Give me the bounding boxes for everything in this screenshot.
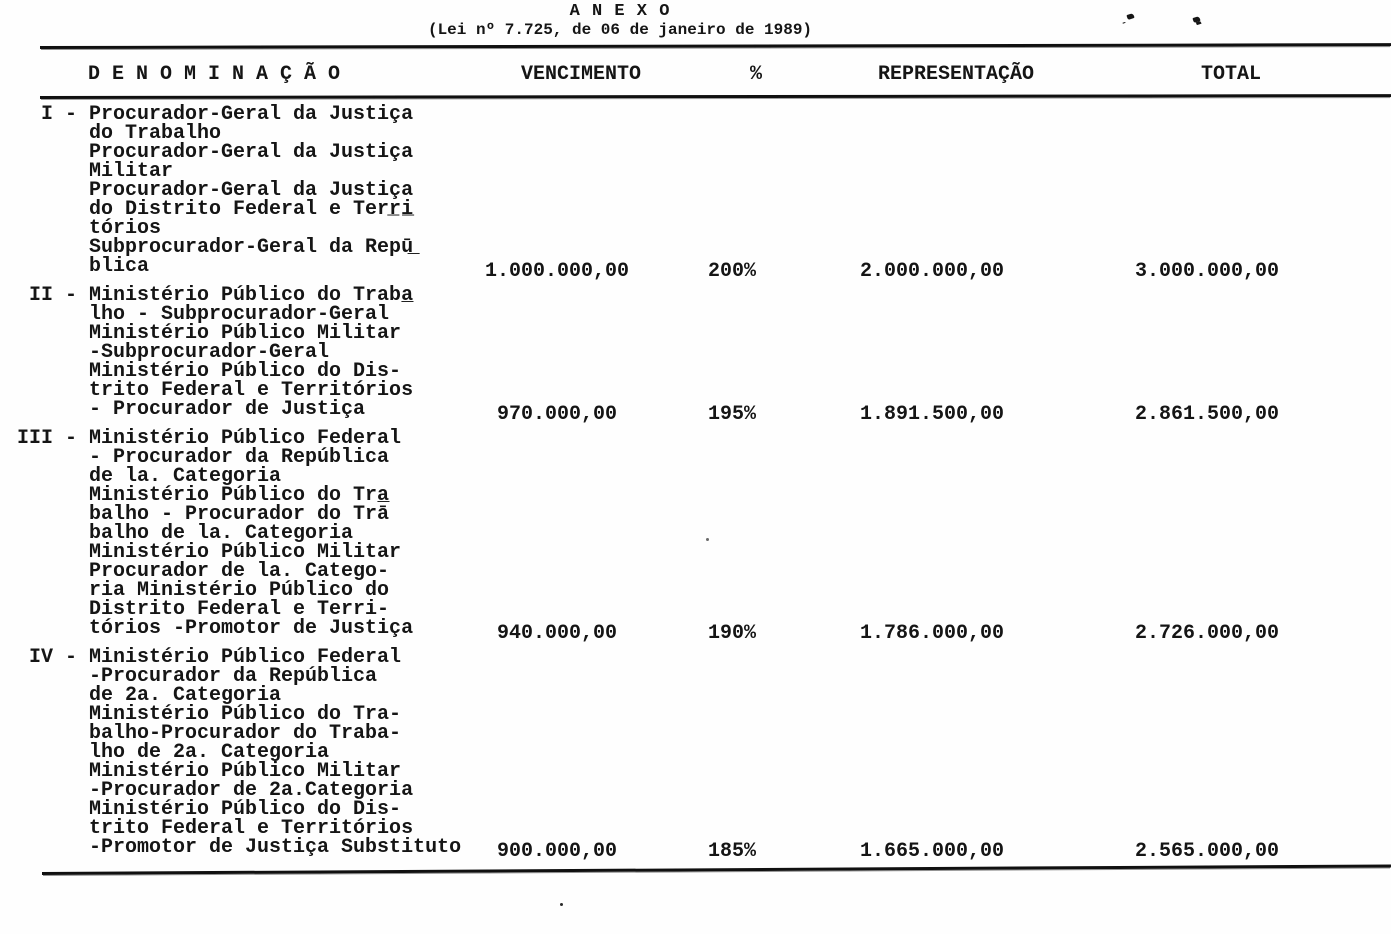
- denomination-line: Militar: [17, 160, 174, 183]
- representacao-value: 2.000.000,00: [859, 260, 1005, 283]
- denomination-line: Subprocurador-Geral da Repū̲: [17, 236, 414, 259]
- representacao-value: 1.786.000,00: [859, 622, 1005, 645]
- table-header-row: D E N O M I N A Ç Ã O VENCIMENTO % REPRE…: [41, 63, 1381, 86]
- denomination-line: trito Federal e Territórios: [17, 379, 414, 402]
- denomination-block: II - Ministério Público do Traba̲ lho - …: [17, 284, 457, 421]
- representacao-value: 1.665.000,00: [859, 840, 1005, 863]
- denomination-line: -Procurador de 2a.Categoria: [17, 779, 414, 802]
- document-subtitle: (Lei nº 7.725, de 06 de janeiro de 1989): [427, 21, 813, 39]
- column-header-denominacao: D E N O M I N A Ç Ã O: [88, 63, 341, 86]
- denomination-line: Ministério Público do Dis-: [17, 360, 402, 383]
- total-value: 2.565.000,00: [1134, 840, 1280, 863]
- denomination-line: lho de 2a. Categoria: [17, 741, 330, 764]
- percent-value: 200%: [707, 260, 756, 283]
- denomination-line: Procurador-Geral da Justiça: [17, 141, 414, 164]
- column-header-percent: %: [749, 63, 762, 86]
- vencimento-value: 900.000,00: [496, 840, 618, 863]
- denomination-block: I - Procurador-Geral da Justiça do Traba…: [17, 103, 457, 278]
- table-row: III - Ministério Público Federal - Procu…: [17, 427, 1381, 644]
- denomination-line: balho de la. Categoria: [17, 522, 354, 545]
- table-row: II - Ministério Público do Traba̲ lho - …: [17, 284, 1381, 425]
- scan-speck: [706, 538, 709, 541]
- representacao-value: 1.891.500,00: [859, 403, 1005, 426]
- column-header-representacao: REPRESENTAÇÃO: [877, 63, 1035, 86]
- table-row: IV - Ministério Público Federal -Procura…: [17, 646, 1381, 862]
- denomination-line: de 2a. Categoria: [17, 684, 282, 707]
- vencimento-value: 940.000,00: [496, 622, 618, 645]
- denomination-line: Ministério Público Militar: [17, 541, 402, 564]
- denomination-line: tórios -Promotor de Justiça: [17, 617, 414, 640]
- denomination-line-first: II - Ministério Público do Traba̲: [17, 284, 414, 307]
- denomination-line: blica: [17, 255, 150, 278]
- denomination-line: do Distrito Federal e Terr̲i̲: [17, 198, 414, 221]
- denomination-line: Ministério Público do Tra-: [17, 703, 402, 726]
- denomination-line-first: IV - Ministério Público Federal: [17, 646, 402, 669]
- denomination-line-first: I - Procurador-Geral da Justiça: [17, 103, 414, 126]
- denomination-line: ria Ministério Público do: [17, 579, 390, 602]
- denomination-line: Ministério Público do Dis-: [17, 798, 402, 821]
- denomination-line: Ministério Público Militar: [17, 760, 402, 783]
- table-rule-top: [39, 43, 1391, 49]
- column-header-vencimento: VENCIMENTO: [520, 63, 642, 86]
- denomination-line: balho - Procurador do Trā: [17, 503, 390, 526]
- denomination-line: -Promotor de Justiça Substituto: [17, 836, 462, 859]
- document-title: A N E X O: [569, 2, 671, 21]
- denomination-line: Ministério Público do Tra̲: [17, 484, 390, 507]
- total-value: 2.861.500,00: [1134, 403, 1280, 426]
- denomination-line: Ministério Público Militar: [17, 322, 402, 345]
- denomination-line: lho - Subprocurador-Geral: [17, 303, 390, 326]
- denomination-block: III - Ministério Público Federal - Procu…: [17, 427, 457, 640]
- scan-speck: [560, 903, 563, 906]
- denomination-line: de la. Categoria: [17, 465, 282, 488]
- column-header-total: TOTAL: [1200, 63, 1261, 86]
- denomination-line: Procurador-Geral da Justiça: [17, 179, 414, 202]
- table-body: I - Procurador-Geral da Justiça do Traba…: [17, 103, 1381, 862]
- denomination-line: Procurador de la. Catego-: [17, 560, 390, 583]
- denomination-line: - Procurador de Justiça: [17, 398, 366, 421]
- vencimento-value: 1.000.000,00: [484, 260, 630, 283]
- title-block: A N E X O (Lei nº 7.725, de 06 de janeir…: [0, 2, 1240, 40]
- header-rule: [39, 94, 1391, 99]
- denomination-line: -Subprocurador-Geral: [17, 341, 330, 364]
- denomination-line: balho-Procurador do Traba-: [17, 722, 402, 745]
- denomination-line: - Procurador da República: [17, 446, 390, 469]
- denomination-line: tórios: [17, 217, 162, 240]
- percent-value: 190%: [707, 622, 756, 645]
- denomination-line: Distrito Federal e Terri-: [17, 598, 390, 621]
- total-value: 2.726.000,00: [1134, 622, 1280, 645]
- table-rule-bottom: [41, 864, 1391, 875]
- percent-value: 185%: [707, 840, 756, 863]
- table-row: I - Procurador-Geral da Justiça do Traba…: [17, 103, 1381, 282]
- vencimento-value: 970.000,00: [496, 403, 618, 426]
- percent-value: 195%: [707, 403, 756, 426]
- denomination-line: -Procurador da República: [17, 665, 378, 688]
- denomination-line: do Trabalho: [17, 122, 222, 145]
- denomination-block: IV - Ministério Público Federal -Procura…: [17, 646, 462, 859]
- denomination-line: trito Federal e Territórios: [17, 817, 414, 840]
- denomination-line-first: III - Ministério Público Federal: [17, 427, 402, 450]
- total-value: 3.000.000,00: [1134, 260, 1280, 283]
